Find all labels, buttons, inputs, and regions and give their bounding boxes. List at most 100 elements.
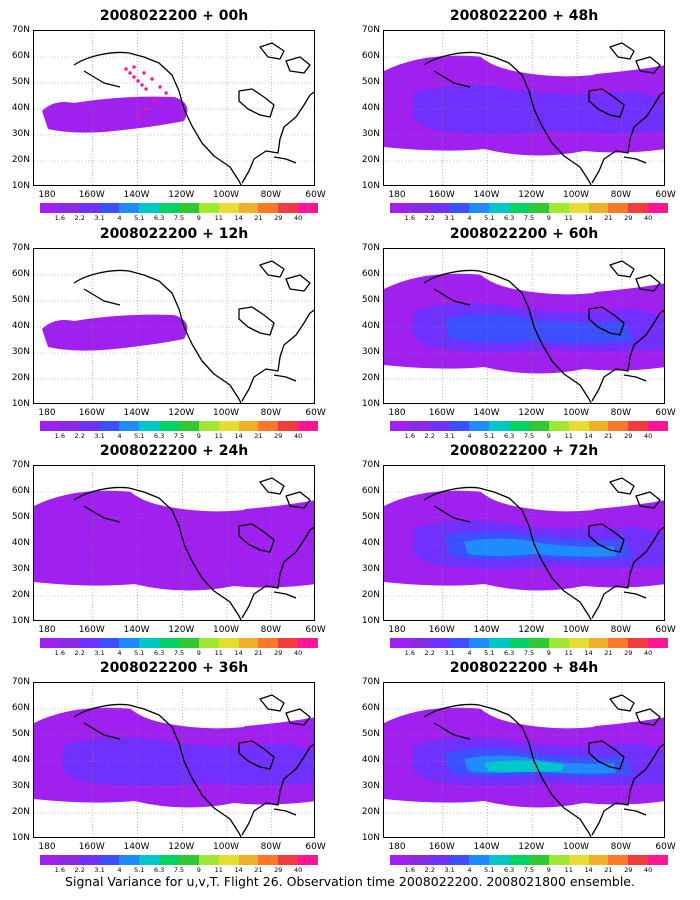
colorbar-label: 11 (564, 866, 573, 874)
colorbar-swatch (119, 203, 140, 213)
colorbar-swatch (509, 421, 530, 431)
colorbar-swatch (238, 855, 259, 865)
map-area (33, 465, 315, 621)
colorbar-labels: 1.6 2.2 3.1 4 5.1 6.3 7.5 9 11 14 21 29 40 (40, 867, 318, 875)
colorbar-swatch (258, 855, 279, 865)
variance-gap (474, 695, 597, 729)
variance-gap (124, 478, 247, 512)
latitude-tick-label: 50N (361, 295, 380, 305)
colorbar-label: 1.6 (54, 214, 66, 222)
colorbar-swatch (648, 638, 669, 648)
longitude-tick-label: 80W (260, 408, 281, 418)
latitude-tick-label: 70N (11, 460, 30, 470)
colorbar-swatch (139, 855, 160, 865)
map-panel: 2008022200 + 72h 70N 60N 50N 40N 30N 20N 10N 180… (350, 443, 690, 657)
longitude-tick-label: 180 (38, 625, 56, 635)
colorbar-label: 5.1 (134, 214, 145, 222)
colorbar-label: 6.3 (153, 214, 165, 222)
coastline (73, 42, 314, 185)
colorbar-swatch (159, 855, 180, 865)
latitude-tick-label: 20N (361, 373, 380, 383)
colorbar-labels: 1.6 2.2 3.1 4 5.1 6.3 7.5 9 11 14 21 29 40 (390, 433, 668, 441)
latitude-tick-label: 50N (11, 729, 30, 739)
colorbar-label: 21 (254, 649, 263, 657)
colorbar-label: 9 (546, 432, 551, 440)
latitude-tick-label: 40N (361, 103, 380, 113)
colorbar-label: 40 (294, 214, 303, 222)
longitude-tick-label: 60W (655, 190, 676, 200)
colorbar-label: 11 (564, 214, 573, 222)
colorbar-swatch (40, 855, 60, 865)
colorbar-label: 7.5 (523, 214, 535, 222)
latitude-tick-label: 30N (361, 781, 380, 791)
colorbar (40, 203, 319, 213)
latitude-tick-label: 40N (361, 755, 380, 765)
colorbar-swatch (429, 421, 450, 431)
panel-title: 2008022200 + 60h (449, 226, 599, 242)
variance-contour (42, 314, 188, 351)
panel-title: 2008022200 + 00h (99, 8, 249, 24)
coastline (423, 42, 664, 185)
colorbar-swatch (409, 203, 430, 213)
colorbar-label: 4 (117, 649, 122, 657)
colorbar-swatch (159, 421, 180, 431)
longitude-tick-label: 80W (610, 842, 631, 852)
colorbar-label: 3.1 (444, 866, 455, 874)
colorbar-label: 21 (604, 214, 613, 222)
colorbar-swatch (99, 203, 120, 213)
latitude-tick-label: 10N (11, 833, 30, 843)
colorbar-label: 11 (214, 432, 223, 440)
colorbar-label: 40 (294, 649, 303, 657)
colorbar-swatch (628, 638, 649, 648)
longitude-tick-label: 60W (305, 625, 326, 635)
colorbar-swatch (198, 421, 219, 431)
longitude-tick-label: 180 (388, 190, 406, 200)
colorbar-swatch (509, 855, 530, 865)
colorbar-label: 5.1 (484, 432, 495, 440)
observation-point (158, 85, 162, 89)
colorbar-label: 14 (234, 866, 243, 874)
latitude-tick-label: 30N (361, 129, 380, 139)
variance-contour (34, 490, 314, 591)
colorbar-swatch (588, 855, 609, 865)
colorbar-swatch (608, 421, 629, 431)
colorbar-swatch (119, 855, 140, 865)
map-panel: 2008022200 + 84h 70N 60N 50N 40N 30N 20N 10N 180… (350, 660, 690, 874)
colorbar-label: 7.5 (523, 866, 535, 874)
colorbar (390, 638, 669, 648)
observation-point (164, 91, 168, 95)
colorbar-swatch (119, 638, 140, 648)
colorbar-swatch (278, 421, 299, 431)
longitude-tick-label: 180 (388, 408, 406, 418)
colorbar-swatch (139, 203, 160, 213)
colorbar-label: 9 (196, 214, 201, 222)
panel-title: 2008022200 + 36h (99, 660, 249, 676)
latitude-tick-label: 50N (11, 295, 30, 305)
latitude-tick-label: 30N (11, 129, 30, 139)
colorbar-swatch (198, 638, 219, 648)
colorbar-swatch (99, 421, 120, 431)
longitude-tick-label: 60W (655, 625, 676, 635)
observation-point (132, 75, 136, 79)
colorbar-swatch (59, 203, 80, 213)
colorbar-swatch (608, 855, 629, 865)
colorbar-swatch (99, 638, 120, 648)
coastline (73, 477, 314, 620)
colorbar-swatch (548, 638, 569, 648)
colorbar-label: 2.2 (74, 649, 85, 657)
colorbar-swatch (278, 203, 299, 213)
colorbar-label: 5.1 (134, 866, 145, 874)
colorbar-labels: 1.6 2.2 3.1 4 5.1 6.3 7.5 9 11 14 21 29 40 (40, 215, 318, 223)
variance-contour (42, 96, 188, 133)
observation-point (140, 83, 144, 87)
colorbar-label: 40 (294, 432, 303, 440)
colorbar-swatch (608, 203, 629, 213)
colorbar-swatch (278, 855, 299, 865)
longitude-tick-label: 80W (260, 842, 281, 852)
latitude-tick-label: 30N (11, 564, 30, 574)
colorbar-label: 7.5 (173, 866, 185, 874)
colorbar-swatch (198, 855, 219, 865)
longitude-tick-label: 120W (518, 625, 545, 635)
latitude-tick-label: 70N (11, 25, 30, 35)
latitude-tick-label: 10N (361, 399, 380, 409)
